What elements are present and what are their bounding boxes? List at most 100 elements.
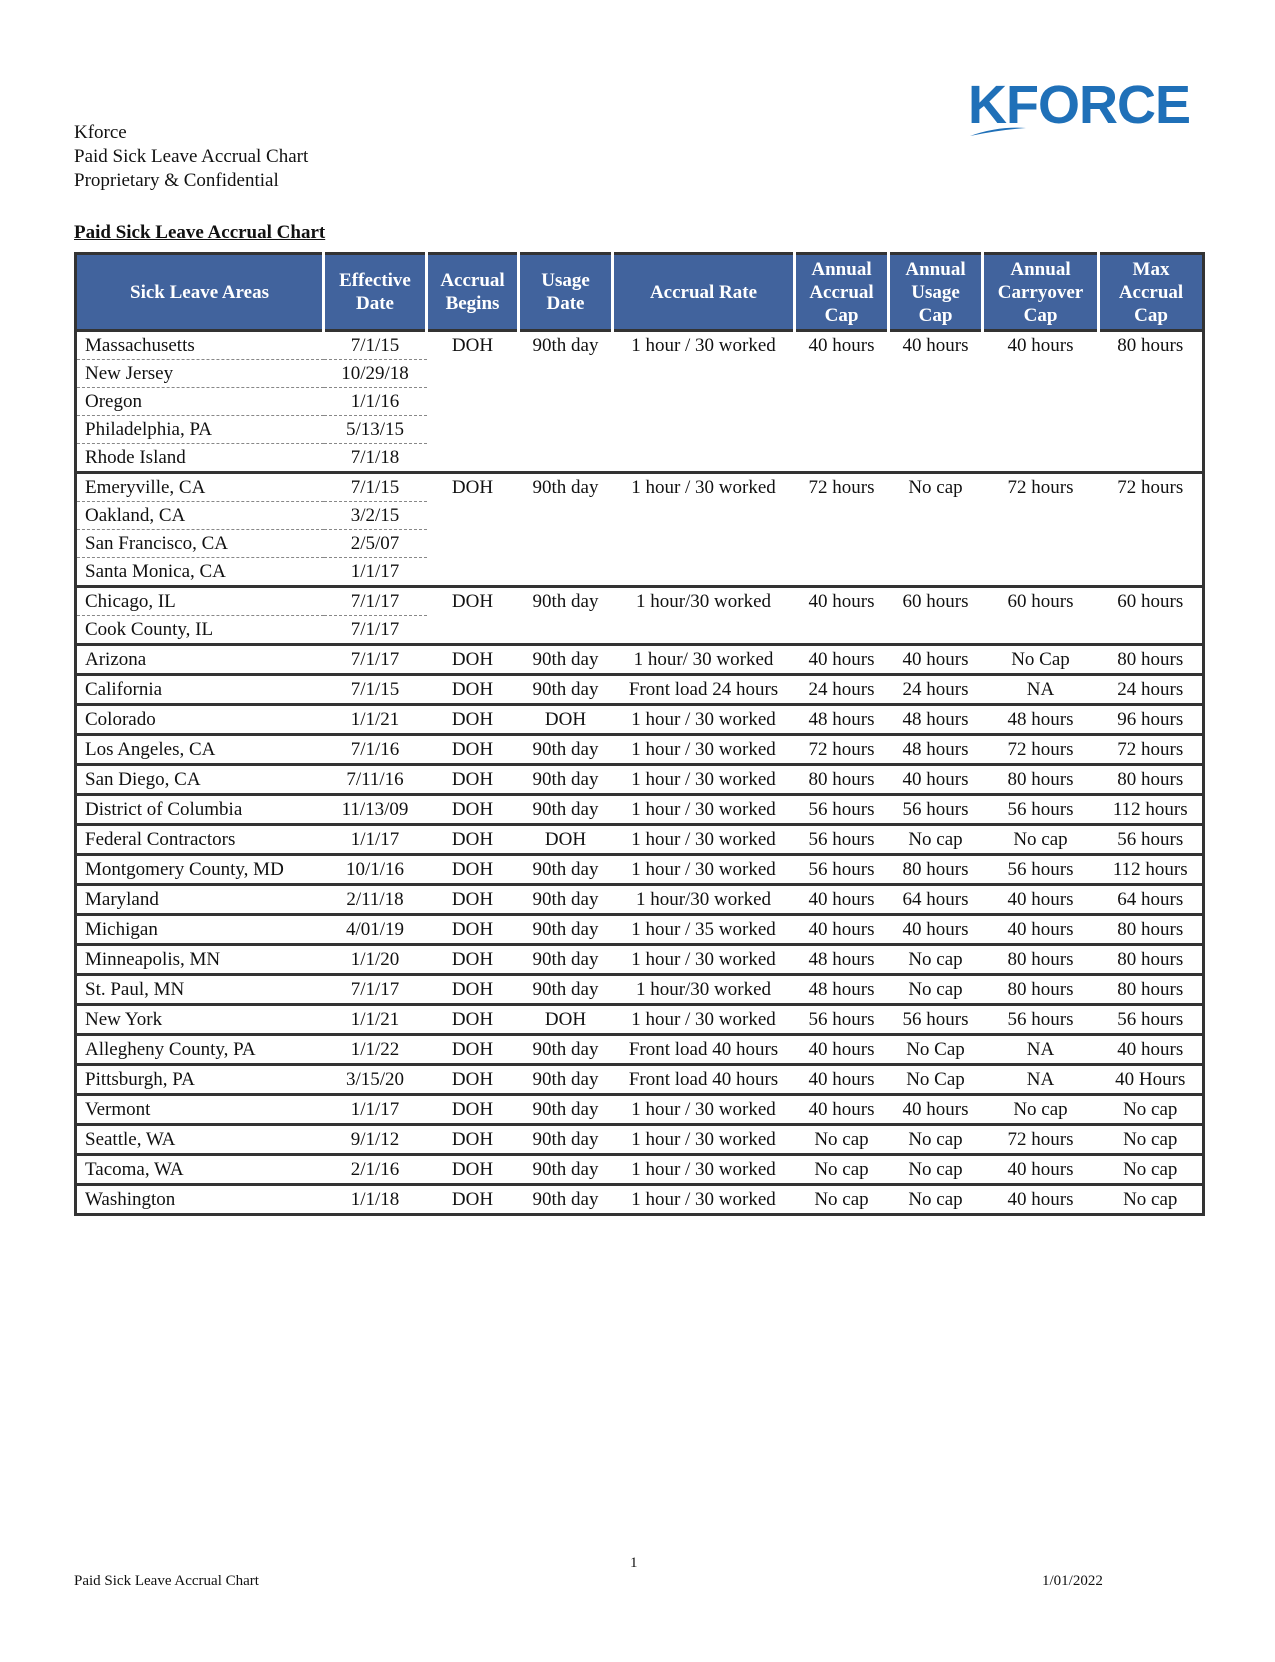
cell-value: 40 hours: [982, 883, 1099, 915]
area-name: Emeryville, CA: [75, 471, 324, 502]
area-name: San Francisco, CA: [75, 529, 324, 558]
effective-date: 7/1/18: [350, 447, 400, 468]
effective-date: 1/1/17: [323, 823, 427, 855]
cell-value: 24 hours: [794, 673, 889, 705]
area-name: Colorado: [75, 703, 324, 735]
cell-value: 40 hours: [982, 1153, 1099, 1185]
logo: KFORCE: [968, 74, 1191, 136]
table-row: District of Columbia 11/13/09 DOH 90th day 1…: [75, 793, 1204, 825]
cell-value: 90th day: [518, 853, 613, 885]
cell-value: 1 hour / 30 worked: [612, 763, 795, 795]
table-row: Vermont 1/1/17 DOH 90th day 1 hour / 30 work…: [75, 1093, 1204, 1125]
cell-value: 90th day: [518, 733, 613, 765]
header-row: Sick Leave Areas Effective Date Accrual Be…: [75, 253, 1204, 331]
cell-value: 60 hours: [982, 585, 1099, 645]
cell-value: 80 hours: [982, 763, 1099, 795]
cell-value: No cap: [1098, 1093, 1204, 1125]
table-row: Arizona 7/1/17 DOH 90th day 1 hour/ 30 worke…: [75, 643, 1204, 675]
cell-value: 72 hours: [794, 733, 889, 765]
effective-date: 1/1/17: [323, 1093, 427, 1125]
cell-value: Front load 24 hours: [612, 673, 795, 705]
cell-value: 40 hours: [888, 913, 983, 945]
cell-value: 56 hours: [982, 1003, 1099, 1035]
effective-date: 1/1/22: [323, 1033, 427, 1065]
table-row: St. Paul, MN 7/1/17 DOH 90th day 1 hour/30 w…: [75, 973, 1204, 1005]
cell-value: 1 hour / 30 worked: [612, 1123, 795, 1155]
cell-value: DOH: [426, 793, 519, 825]
cell-value: 40 hours: [888, 763, 983, 795]
cell-value: 1 hour/30 worked: [612, 883, 795, 915]
cell-value: 56 hours: [982, 793, 1099, 825]
area-name: Oregon: [75, 387, 324, 416]
cell-value: 56 hours: [982, 853, 1099, 885]
cell-value: 1 hour / 30 worked: [612, 733, 795, 765]
area-name: Los Angeles, CA: [75, 733, 324, 765]
cell-value: 90th day: [518, 913, 613, 945]
cell-value: DOH: [426, 643, 519, 675]
accrual-table: Sick Leave Areas Effective Date Accrual Be…: [74, 252, 1205, 1216]
table-row: Philadelphia, PA 5/13/15: [75, 415, 1204, 444]
area-name: Federal Contractors: [75, 823, 324, 855]
cell-value: 1 hour / 30 worked: [612, 1183, 795, 1215]
effective-date: 1/1/21: [323, 703, 427, 735]
effective-date: 7/1/15: [323, 673, 427, 705]
effective-date: 7/1/16: [323, 733, 427, 765]
cell-value: 72 hours: [982, 733, 1099, 765]
cell-value: 90th day: [518, 883, 613, 915]
cell-value: 40 hours: [888, 643, 983, 675]
table-row: Maryland 2/11/18 DOH 90th day 1 hour/30 work…: [75, 883, 1204, 915]
cell-value: 64 hours: [888, 883, 983, 915]
table-row: New Jersey 10/29/18: [75, 359, 1204, 388]
cell-value: 40 hours: [982, 329, 1099, 473]
cell-value: 48 hours: [888, 703, 983, 735]
column-header: Usage Date: [517, 253, 613, 331]
cell-value: 80 hours: [888, 853, 983, 885]
cell-value: 40 hours: [794, 329, 889, 473]
column-header: Annual Accrual Cap: [793, 253, 889, 331]
cell-value: 72 hours: [794, 471, 889, 587]
cell-value: 60 hours: [888, 585, 983, 645]
column-header: Annual Carryover Cap: [981, 253, 1099, 331]
table-row: Chicago, IL 7/1/17 DOH 90th day 1 hour/30 wo…: [75, 585, 1204, 645]
cell-value: No cap: [888, 1153, 983, 1185]
effective-date: 7/1/17: [323, 973, 427, 1005]
cell-value: 80 hours: [1098, 763, 1204, 795]
cell-value: 56 hours: [1098, 1003, 1204, 1035]
area-name: Arizona: [75, 643, 324, 675]
area-name: Massachusetts: [75, 329, 324, 360]
cell-value: Front load 40 hours: [612, 1063, 795, 1095]
cell-value: 1 hour / 30 worked: [612, 703, 795, 735]
cell-value: 112 hours: [1098, 853, 1204, 885]
doc-title: Paid Sick Leave Accrual Chart: [74, 146, 309, 167]
effective-date: 10/1/16: [323, 853, 427, 885]
cell-value: 90th day: [518, 1093, 613, 1125]
cell-value: No cap: [1098, 1183, 1204, 1215]
area-name: Oakland, CA: [75, 501, 324, 530]
cell-value: DOH: [426, 703, 519, 735]
cell-value: No cap: [888, 943, 983, 975]
cell-value: Front load 40 hours: [612, 1033, 795, 1065]
cell-value: 56 hours: [794, 1003, 889, 1035]
section-title: Paid Sick Leave Accrual Chart: [74, 222, 326, 243]
table-row: Washington 1/1/18 DOH 90th day 1 hour / 30 w…: [75, 1183, 1204, 1215]
cell-value: No cap: [794, 1153, 889, 1185]
effective-date: 10/29/18: [323, 359, 427, 388]
cell-value: 1 hour/30 worked: [612, 973, 795, 1005]
effective-date: 3/15/20: [323, 1063, 427, 1095]
cell-value: No cap: [888, 1183, 983, 1215]
cell-value: DOH: [426, 1003, 519, 1035]
cell-value: 40 hours: [982, 913, 1099, 945]
cell-value: 1 hour / 30 worked: [612, 1003, 795, 1035]
column-header: Effective Date: [322, 253, 427, 331]
cell-value: 72 hours: [1098, 471, 1204, 587]
cell-value: 80 hours: [1098, 973, 1204, 1005]
cell-value: 40 hours: [794, 1033, 889, 1065]
area-name: Chicago, IL: [75, 585, 324, 616]
cell-value: No cap: [888, 823, 983, 855]
cell-value: 1 hour/30 worked: [612, 585, 795, 645]
effective-date: 1/1/20: [323, 943, 427, 975]
cell-value: 48 hours: [982, 703, 1099, 735]
area-name: Vermont: [75, 1093, 324, 1125]
column-header: Annual Usage Cap: [887, 253, 983, 331]
effective-date: 7/11/16: [323, 763, 427, 795]
